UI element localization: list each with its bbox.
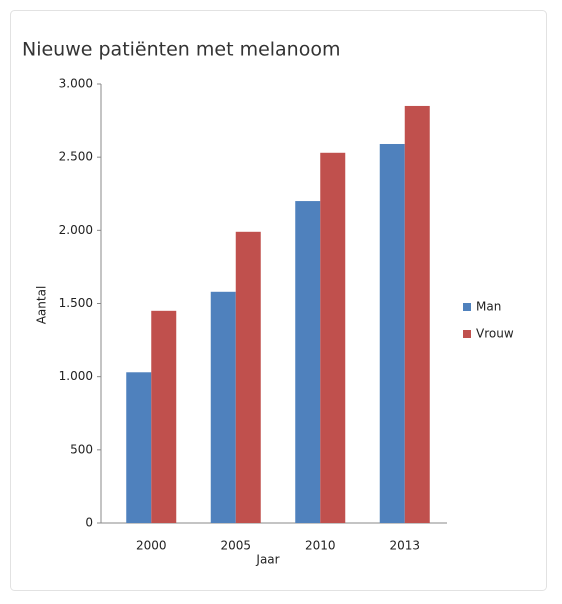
bar [295,201,321,524]
legend-swatch [463,303,471,311]
y-tick-label: 500 [70,442,93,456]
x-tick-label: 2000 [136,539,167,553]
bar [404,105,430,523]
y-tick-label: 2.500 [59,150,93,164]
legend-swatch [463,330,471,338]
x-tick-label: 2013 [389,539,420,553]
bar [151,310,177,523]
y-tick-label: 3.000 [59,77,93,91]
x-tick-label: 2005 [220,539,251,553]
legend-label: Vrouw [476,327,514,341]
bar [379,143,405,523]
chart-title: Nieuwe patiënten met melanoom [22,39,340,61]
bar [126,372,152,523]
y-tick-label: 2.000 [59,223,93,237]
y-tick-label: 0 [85,516,93,530]
y-tick-label: 1.500 [59,296,93,310]
x-axis-label: Jaar [255,553,279,567]
bar [235,231,261,523]
bar [210,291,236,523]
x-tick-label: 2010 [305,539,336,553]
legend-label: Man [476,300,501,314]
y-tick-label: 1.000 [59,369,93,383]
y-axis-label: Aantal [35,286,49,325]
bar [320,152,346,523]
